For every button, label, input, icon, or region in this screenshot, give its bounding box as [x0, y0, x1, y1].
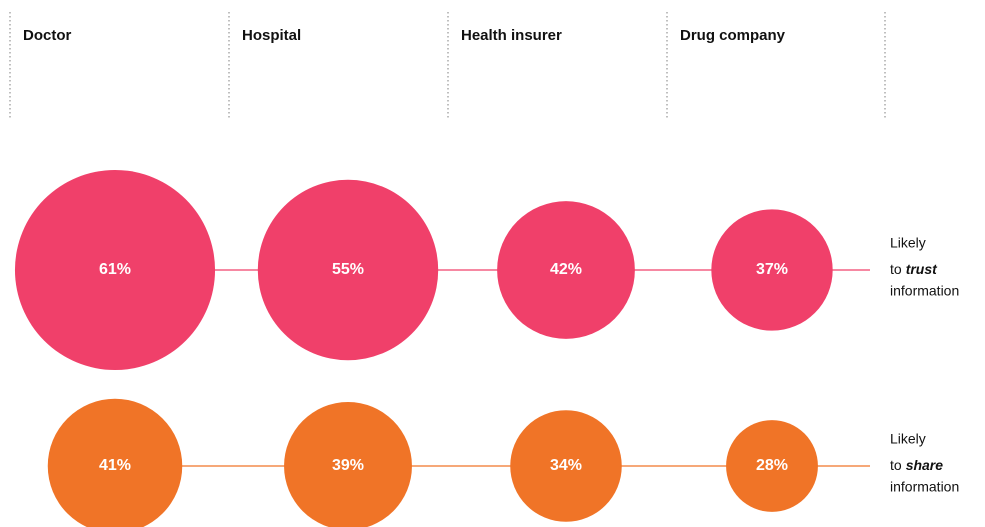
value-label: 34% — [550, 457, 582, 474]
value-label: 55% — [332, 261, 364, 278]
row-label: information — [890, 283, 959, 299]
bubble — [14, 169, 216, 371]
value-label: 61% — [99, 261, 131, 278]
column-label: Hospital — [242, 27, 301, 44]
value-label: 39% — [332, 457, 364, 474]
value-label: 28% — [756, 457, 788, 474]
row-label: information — [890, 479, 959, 495]
value-label: 41% — [99, 457, 131, 474]
row-label-emphasis: trust — [906, 261, 938, 277]
column-label: Drug company — [680, 27, 786, 44]
column-label: Health insurer — [461, 27, 562, 44]
bubble — [711, 209, 833, 331]
bubble — [47, 398, 183, 527]
row-label-prefix: to — [890, 457, 902, 473]
row-label: to trust — [890, 261, 938, 277]
value-label: 42% — [550, 261, 582, 278]
bubble — [284, 402, 412, 527]
row-label-emphasis: share — [906, 457, 944, 473]
row-label: Likely — [890, 431, 926, 447]
row-label: Likely — [890, 235, 926, 251]
value-label: 37% — [756, 261, 788, 278]
bubble — [726, 420, 818, 512]
bubble — [257, 179, 439, 361]
bubble — [510, 410, 622, 522]
row-label-prefix: to — [890, 261, 902, 277]
bubble — [497, 201, 635, 339]
column-label: Doctor — [23, 27, 71, 44]
row-label: to share — [890, 457, 943, 473]
